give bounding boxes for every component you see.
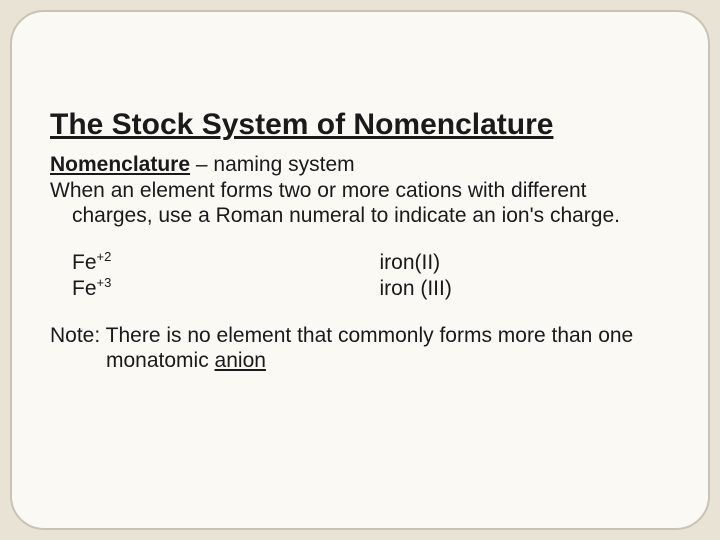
example-name: iron(II) [380,251,661,275]
example-formula: Fe+3 [72,277,320,301]
ion-charge: +3 [97,275,112,290]
slide-stage: The Stock System of Nomenclature Nomencl… [0,0,720,540]
slide-content: The Stock System of Nomenclature Nomencl… [50,108,660,374]
note-body: There is no element that commonly forms … [106,324,634,373]
example-name: iron (III) [380,277,661,301]
definition-line: Nomenclature – naming system [50,152,660,178]
term-definition: – naming system [190,153,355,176]
note-label: Note: [50,324,106,347]
note-underlined-anion: anion [215,349,266,372]
explanation-paragraph: When an element forms two or more cation… [50,178,660,229]
slide-card: The Stock System of Nomenclature Nomencl… [10,10,710,530]
element-symbol: Fe [72,251,97,274]
slide-title: The Stock System of Nomenclature [50,108,660,142]
example-formula: Fe+2 [72,251,320,275]
examples-grid: Fe+2 iron(II) Fe+3 iron (III) [50,251,660,301]
ion-charge: +2 [97,249,112,264]
note-paragraph: Note: There is no element that commonly … [50,323,660,374]
term-nomenclature: Nomenclature [50,153,190,176]
element-symbol: Fe [72,277,97,300]
